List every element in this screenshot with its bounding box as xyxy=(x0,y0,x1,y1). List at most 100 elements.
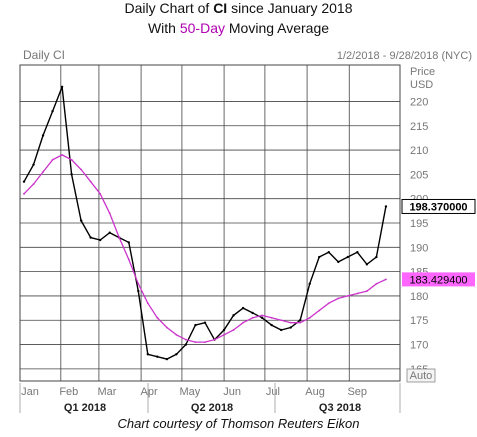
price-point xyxy=(79,219,83,222)
y-tick-label: 175 xyxy=(410,315,428,327)
price-point xyxy=(318,255,321,259)
x-tick-label: Apr xyxy=(141,386,158,398)
y-tick-label: 215 xyxy=(410,121,428,133)
price-point xyxy=(346,255,350,259)
ma-point xyxy=(146,302,149,305)
ma-value-label: 183.429400 xyxy=(409,274,467,286)
price-point xyxy=(127,241,130,244)
price-point xyxy=(270,323,273,327)
chart-title-line-1: Daily Chart of CI since January 2018 xyxy=(0,0,477,16)
ma-value-box xyxy=(402,272,475,287)
ma-point xyxy=(61,154,63,156)
ma-point xyxy=(299,321,302,324)
price-point xyxy=(165,357,169,361)
ma-point xyxy=(89,180,92,183)
ma-point xyxy=(204,341,206,344)
x-tick-label: Jun xyxy=(223,386,241,398)
x-tick-label: May xyxy=(180,386,201,398)
ma-point xyxy=(213,338,216,341)
autoscale-box xyxy=(406,368,436,383)
ma-point xyxy=(118,236,121,239)
y-tick-label: 190 xyxy=(410,242,428,254)
ma-point xyxy=(175,333,178,336)
quarter-label: Q2 2018 xyxy=(191,402,233,414)
ma-point xyxy=(337,297,340,300)
chart-title-line-2: With 50-Day Moving Average xyxy=(0,20,477,36)
price-chart: 165170175180185190195200205210215220JanF… xyxy=(19,48,476,414)
price-point xyxy=(251,311,254,315)
ma-point xyxy=(261,314,264,317)
y-currency-label: USD xyxy=(410,79,433,91)
price-point xyxy=(89,236,92,239)
x-tick-label: Aug xyxy=(305,386,325,398)
ma-point xyxy=(165,326,168,329)
quarter-label: Q1 2018 xyxy=(64,402,106,414)
x-tick-label: Mar xyxy=(97,386,116,398)
subtitle-prefix: With xyxy=(147,20,180,36)
ma-point xyxy=(385,278,387,281)
y-tick-label: 195 xyxy=(410,218,428,230)
subtitle-suffix: Moving Average xyxy=(225,20,330,36)
price-point xyxy=(375,255,378,259)
price-point xyxy=(108,231,111,234)
price-point xyxy=(146,353,150,356)
date-range-label: 1/2/2018 - 9/28/2018 (NYC) xyxy=(337,50,472,62)
ma-point xyxy=(251,316,254,319)
price-point xyxy=(327,250,330,254)
price-point xyxy=(32,163,35,166)
y-tick-label: 170 xyxy=(410,340,428,352)
price-point xyxy=(156,355,159,358)
ma-point xyxy=(327,302,330,305)
quarter-label: Q3 2018 xyxy=(319,402,361,414)
ma-point xyxy=(42,171,44,173)
x-tick-label: Jul xyxy=(266,386,280,398)
last-price-label: 198.370000 xyxy=(409,201,467,213)
y-tick-label: 220 xyxy=(410,96,428,108)
ma-line xyxy=(23,154,387,343)
price-point xyxy=(51,109,54,113)
price-point xyxy=(299,319,302,322)
ma-point xyxy=(156,316,159,319)
price-point xyxy=(175,353,178,356)
price-point xyxy=(308,282,311,285)
ma-point xyxy=(127,258,130,261)
ma-point xyxy=(242,321,244,324)
y-unit-label: Price xyxy=(410,66,435,78)
ma-point xyxy=(232,329,235,331)
ma-point xyxy=(289,321,292,324)
title-suffix: since January 2018 xyxy=(227,0,353,16)
ma-point xyxy=(346,295,349,297)
ma-point xyxy=(51,158,54,161)
ma-point xyxy=(375,282,378,285)
x-tick-label: Jan xyxy=(21,386,39,398)
ma-point xyxy=(32,183,35,186)
price-point xyxy=(279,328,283,332)
price-point xyxy=(203,321,207,324)
ma-point xyxy=(194,341,197,344)
y-tick-label: 180 xyxy=(410,291,428,303)
chart-label: Daily CI xyxy=(23,48,65,62)
price-point xyxy=(22,180,26,183)
autoscale-label: Auto xyxy=(410,370,433,382)
ma-point xyxy=(23,192,25,195)
ma-point xyxy=(356,292,359,295)
price-point xyxy=(41,134,45,137)
ma-point xyxy=(80,168,83,171)
title-prefix: Daily Chart of xyxy=(124,0,214,16)
chart-credit: Chart courtesy of Thomson Reuters Eikon xyxy=(117,416,360,431)
x-tick-label: Sep xyxy=(347,386,367,398)
x-tick-label: Feb xyxy=(59,386,78,398)
price-point xyxy=(98,238,102,242)
ma-point xyxy=(270,316,273,319)
ma-point xyxy=(308,316,311,319)
last-price-box xyxy=(401,198,476,214)
price-point xyxy=(337,260,340,264)
price-point xyxy=(289,326,292,329)
ma-point xyxy=(185,338,187,341)
ma-point xyxy=(318,309,321,312)
ma-point xyxy=(223,333,225,336)
price-point xyxy=(137,289,140,293)
ma-point xyxy=(365,290,368,292)
price-point xyxy=(184,343,188,346)
y-tick-label: 205 xyxy=(410,169,428,181)
